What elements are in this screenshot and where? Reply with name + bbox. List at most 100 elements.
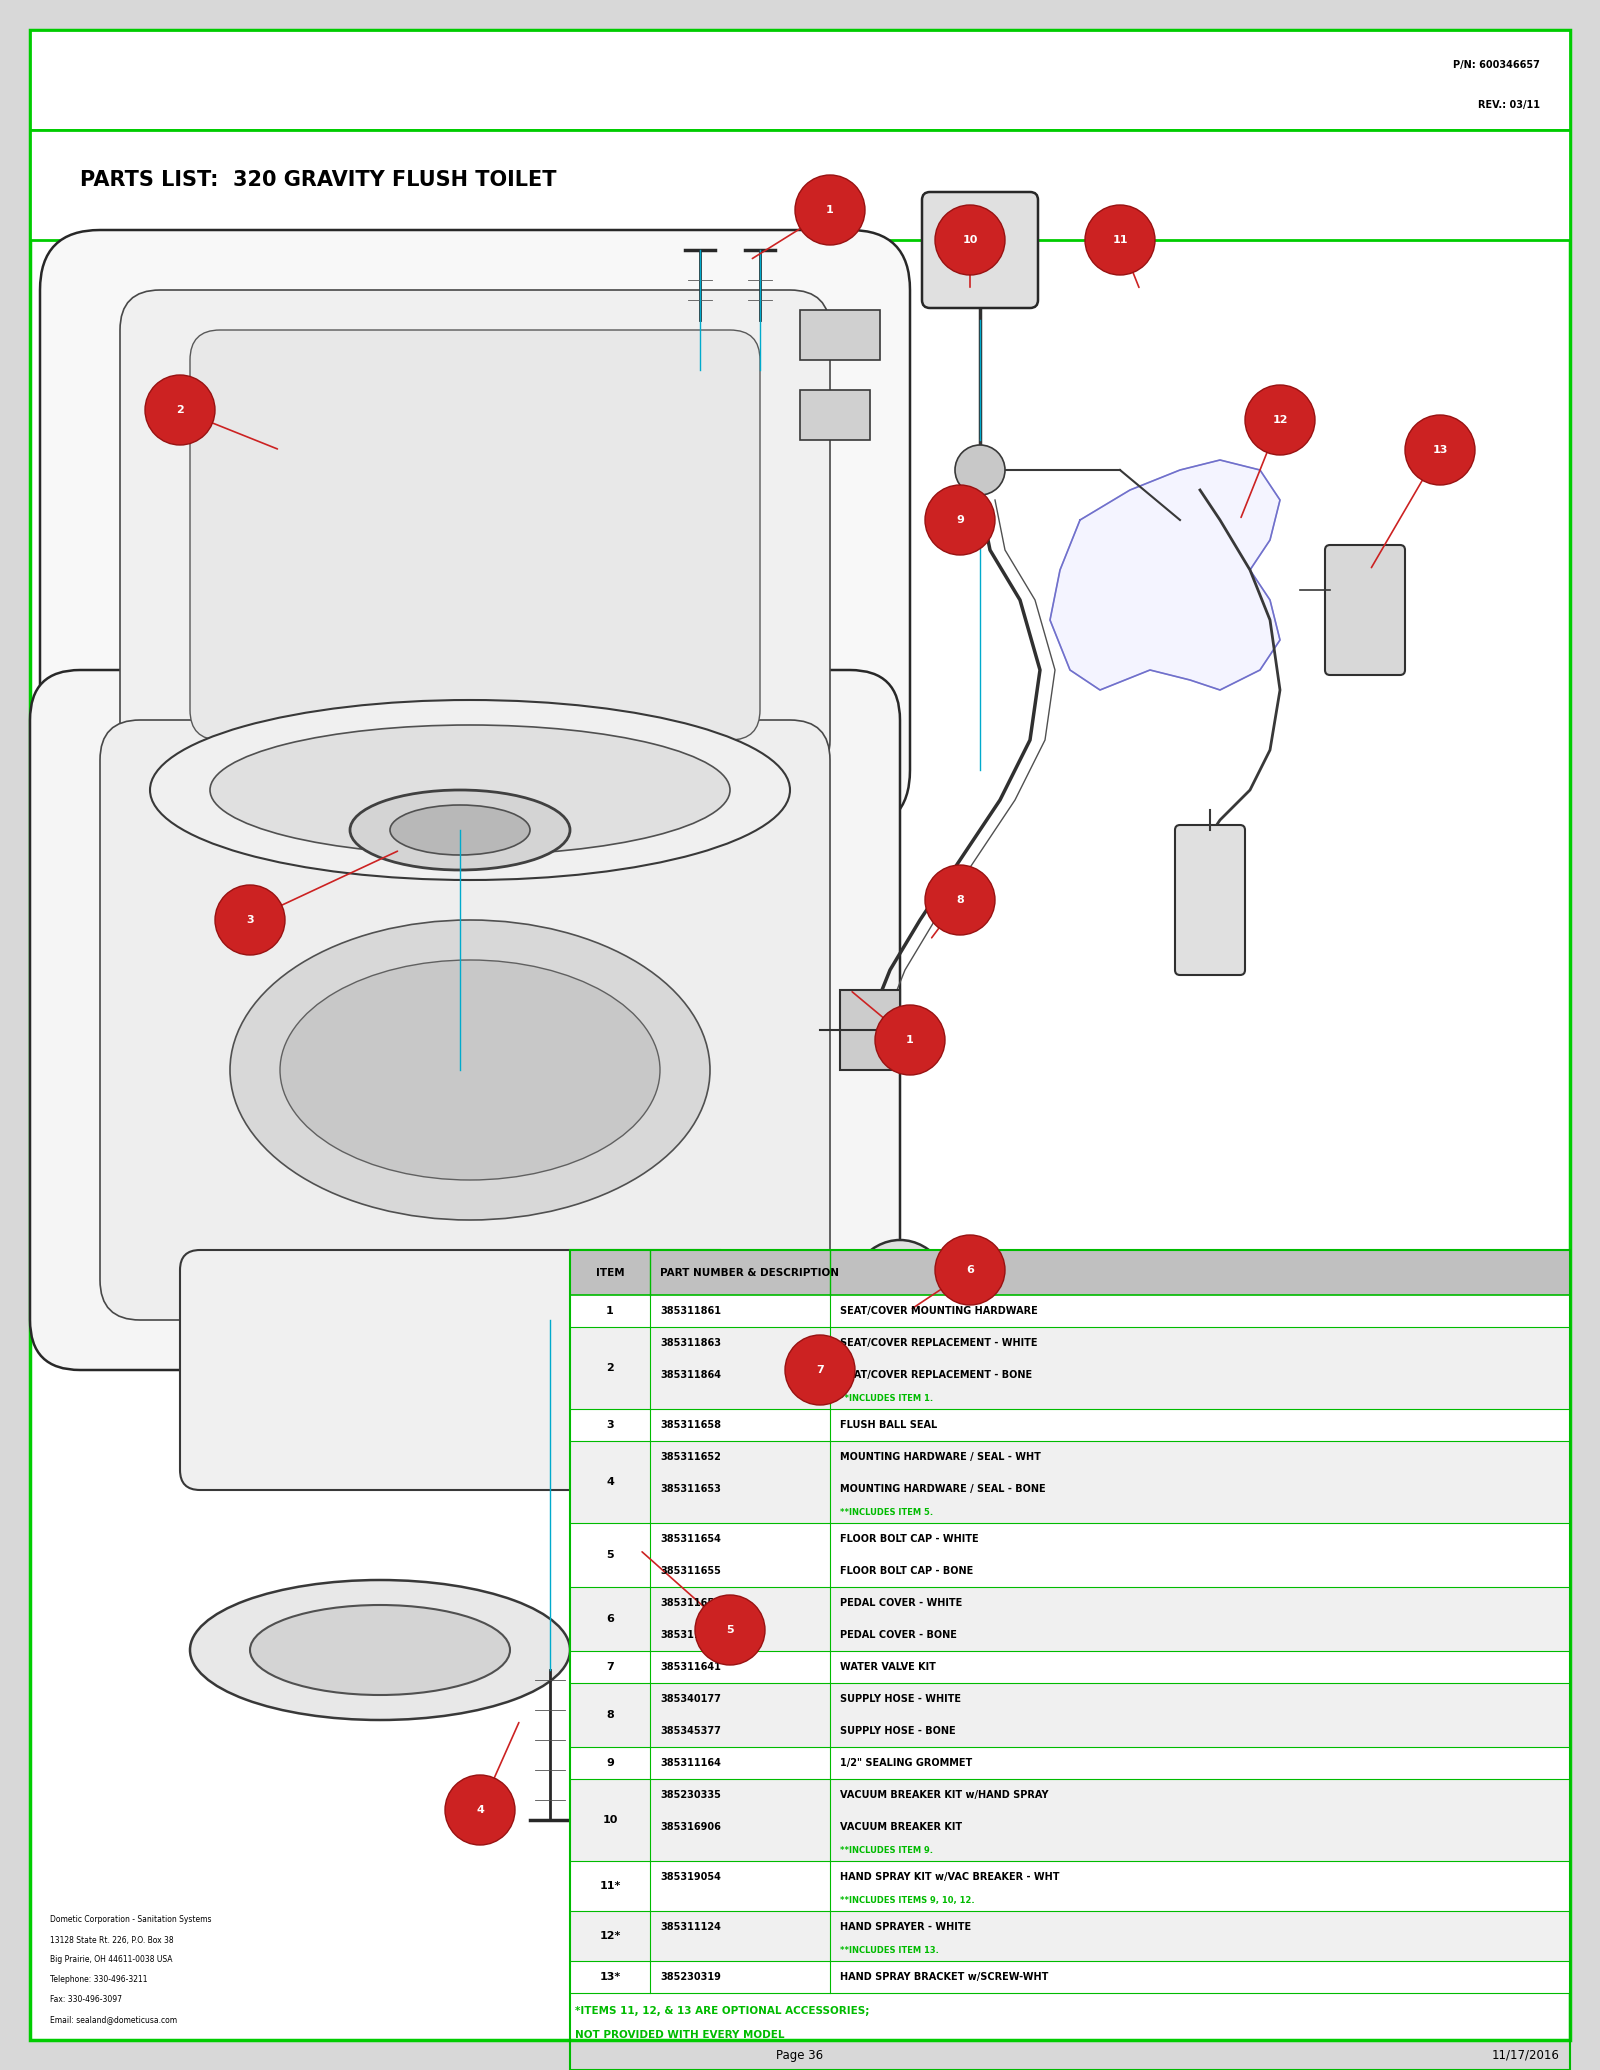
Text: 1: 1 <box>826 205 834 215</box>
Ellipse shape <box>706 1331 795 1449</box>
Text: 2: 2 <box>606 1362 614 1372</box>
Text: 385311654: 385311654 <box>661 1534 722 1544</box>
Circle shape <box>875 1006 946 1074</box>
Bar <box>570 1524 1570 1588</box>
Text: ITEM: ITEM <box>595 1267 624 1277</box>
Text: P/N: 600346657: P/N: 600346657 <box>1453 60 1539 70</box>
Text: 2: 2 <box>176 406 184 414</box>
Text: 10: 10 <box>962 236 978 244</box>
Text: 385316906: 385316906 <box>661 1822 722 1832</box>
Text: **INCLUDES ITEM 13.: **INCLUDES ITEM 13. <box>840 1946 939 1954</box>
Text: SUPPLY HOSE - BONE: SUPPLY HOSE - BONE <box>840 1726 955 1737</box>
Text: MOUNTING HARDWARE / SEAL - WHT: MOUNTING HARDWARE / SEAL - WHT <box>840 1451 1042 1461</box>
Text: **INCLUDES ITEM 9.: **INCLUDES ITEM 9. <box>840 1846 933 1855</box>
Text: FLOOR BOLT CAP - WHITE: FLOOR BOLT CAP - WHITE <box>840 1534 979 1544</box>
Circle shape <box>925 484 995 555</box>
FancyBboxPatch shape <box>30 671 899 1370</box>
Circle shape <box>955 445 1005 495</box>
Circle shape <box>934 1236 1005 1304</box>
Bar <box>570 1960 1570 1993</box>
Text: MOUNTING HARDWARE / SEAL - BONE: MOUNTING HARDWARE / SEAL - BONE <box>840 1484 1046 1495</box>
Text: 385311656: 385311656 <box>661 1598 722 1608</box>
Text: VACUUM BREAKER KIT w/HAND SPRAY: VACUUM BREAKER KIT w/HAND SPRAY <box>840 1791 1048 1801</box>
FancyBboxPatch shape <box>614 1495 666 1596</box>
Text: 7: 7 <box>606 1662 614 1673</box>
Text: SEAT/COVER REPLACEMENT - WHITE: SEAT/COVER REPLACEMENT - WHITE <box>840 1337 1037 1348</box>
Ellipse shape <box>250 1604 510 1695</box>
Text: 12: 12 <box>1272 414 1288 424</box>
Text: 385311861: 385311861 <box>661 1306 722 1317</box>
Bar <box>570 1250 1570 1296</box>
Text: VACUUM BREAKER KIT: VACUUM BREAKER KIT <box>840 1822 962 1832</box>
Circle shape <box>1085 205 1155 275</box>
Circle shape <box>1245 385 1315 455</box>
Text: 13*: 13* <box>600 1973 621 1981</box>
Text: 385311653: 385311653 <box>661 1484 722 1495</box>
Text: 9: 9 <box>957 515 963 526</box>
Ellipse shape <box>150 700 790 880</box>
FancyBboxPatch shape <box>179 1250 739 1490</box>
Ellipse shape <box>280 960 661 1180</box>
Text: 385230319: 385230319 <box>661 1973 722 1981</box>
Text: **INCLUDES ITEM 5.: **INCLUDES ITEM 5. <box>840 1507 933 1517</box>
Text: 13: 13 <box>1432 445 1448 455</box>
Text: 11/17/2016: 11/17/2016 <box>1493 2049 1560 2062</box>
Text: 4: 4 <box>606 1478 614 1486</box>
Text: 385311655: 385311655 <box>661 1567 722 1575</box>
Circle shape <box>934 205 1005 275</box>
Text: Big Prairie, OH 44611-0038 USA: Big Prairie, OH 44611-0038 USA <box>50 1956 173 1964</box>
Ellipse shape <box>230 919 710 1219</box>
Bar <box>800 389 870 441</box>
Bar <box>570 1861 1570 1911</box>
Text: 9: 9 <box>606 1757 614 1768</box>
Text: Dometic Corporation - Sanitation Systems: Dometic Corporation - Sanitation Systems <box>50 1915 211 1925</box>
Text: 4: 4 <box>477 1805 483 1815</box>
Circle shape <box>1405 414 1475 484</box>
Text: 385230335: 385230335 <box>661 1791 722 1801</box>
Text: WATER VALVE KIT: WATER VALVE KIT <box>840 1662 936 1673</box>
Text: 1: 1 <box>606 1306 614 1317</box>
Text: 13128 State Rt. 226, P.O. Box 38: 13128 State Rt. 226, P.O. Box 38 <box>50 1935 174 1944</box>
Text: Fax: 330-496-3097: Fax: 330-496-3097 <box>50 1995 122 2004</box>
Ellipse shape <box>190 1579 570 1720</box>
Bar <box>570 1778 1570 1861</box>
Text: 1: 1 <box>906 1035 914 1045</box>
Bar <box>840 989 899 1070</box>
Text: 8: 8 <box>606 1710 614 1720</box>
Text: PARTS LIST:  320 GRAVITY FLUSH TOILET: PARTS LIST: 320 GRAVITY FLUSH TOILET <box>80 170 557 190</box>
Circle shape <box>795 176 866 244</box>
Text: 385311652: 385311652 <box>661 1451 722 1461</box>
Bar <box>570 1441 1570 1524</box>
Circle shape <box>925 865 995 936</box>
Polygon shape <box>1050 460 1280 689</box>
Text: Telephone: 330-496-3211: Telephone: 330-496-3211 <box>50 1975 147 1985</box>
Text: PEDAL COVER - BONE: PEDAL COVER - BONE <box>840 1629 957 1639</box>
Text: 7: 7 <box>816 1364 824 1374</box>
Bar <box>570 1683 1570 1747</box>
Text: HAND SPRAY BRACKET w/SCREW-WHT: HAND SPRAY BRACKET w/SCREW-WHT <box>840 1973 1048 1981</box>
Ellipse shape <box>861 1265 941 1374</box>
Text: Email: sealand@dometicusa.com: Email: sealand@dometicusa.com <box>50 2016 178 2024</box>
Text: SEAT/COVER MOUNTING HARDWARE: SEAT/COVER MOUNTING HARDWARE <box>840 1306 1038 1317</box>
FancyBboxPatch shape <box>99 720 830 1321</box>
Bar <box>570 1911 1570 1960</box>
FancyBboxPatch shape <box>922 193 1038 308</box>
Ellipse shape <box>390 805 530 855</box>
Text: 5: 5 <box>606 1550 614 1561</box>
Text: FLOOR BOLT CAP - BONE: FLOOR BOLT CAP - BONE <box>840 1567 973 1575</box>
Circle shape <box>214 886 285 954</box>
FancyBboxPatch shape <box>1325 544 1405 675</box>
Text: 6: 6 <box>966 1265 974 1275</box>
Text: *ITEMS 11, 12, & 13 ARE OPTIONAL ACCESSORIES;: *ITEMS 11, 12, & 13 ARE OPTIONAL ACCESSO… <box>574 2006 869 2016</box>
Text: PART NUMBER & DESCRIPTION: PART NUMBER & DESCRIPTION <box>661 1267 838 1277</box>
Text: 6: 6 <box>606 1615 614 1625</box>
Text: 385311658: 385311658 <box>661 1420 722 1430</box>
Circle shape <box>146 375 214 445</box>
Text: 385311124: 385311124 <box>661 1923 722 1931</box>
Circle shape <box>786 1335 854 1406</box>
Text: **INCLUDES ITEM 1.: **INCLUDES ITEM 1. <box>840 1393 933 1403</box>
Text: 3: 3 <box>606 1420 614 1430</box>
Bar <box>30 29 1570 130</box>
Bar <box>570 1250 1570 1296</box>
Text: SEAT/COVER REPLACEMENT - BONE: SEAT/COVER REPLACEMENT - BONE <box>840 1370 1032 1381</box>
